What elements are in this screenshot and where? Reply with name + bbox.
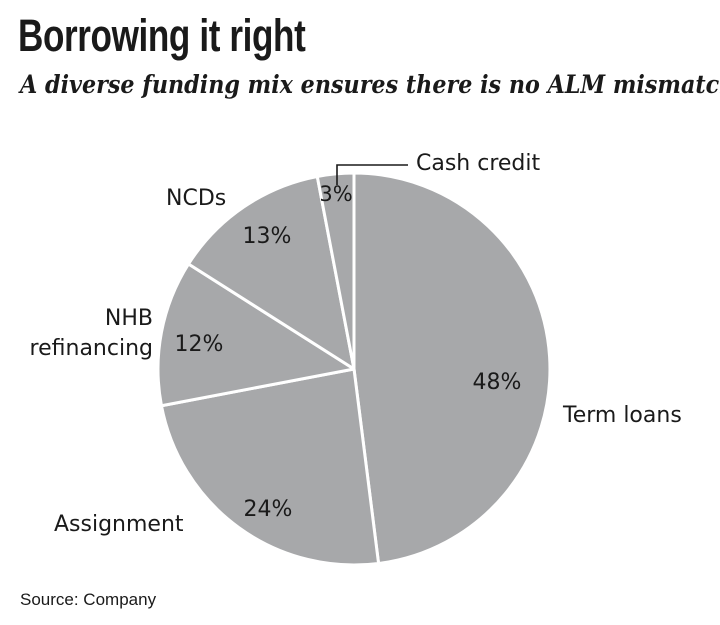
pie-slice-assignment — [159, 367, 381, 567]
assignment-label: Assignment — [54, 512, 184, 537]
ncds-label: NCDs — [166, 186, 226, 211]
cash-credit-leader-line — [336, 164, 408, 185]
pie-slice-ncds — [187, 174, 356, 371]
nhb-refinancing-label-line2: refinancing — [30, 336, 153, 361]
term-loans-value-label: 48% — [473, 370, 522, 395]
cash-credit-label: Cash credit — [416, 151, 541, 176]
cash-credit-value-label: 3% — [319, 182, 352, 206]
source-note: Source: Company — [20, 590, 157, 609]
assignment-value-label: 24% — [244, 497, 293, 522]
nhb-refinancing-value-label: 12% — [175, 332, 224, 357]
term-loans-label: Term loans — [562, 403, 682, 428]
pie-slice-term-loans — [352, 171, 552, 565]
nhb-refinancing-label-line1: NHB — [105, 306, 153, 331]
chart-title: Borrowing it right — [18, 10, 306, 61]
chart-subtitle: A diverse funding mix ensures there is n… — [20, 70, 720, 99]
pie-slice-nhb-refinancing — [156, 262, 356, 408]
pie-slice-cash-credit — [315, 171, 356, 371]
ncds-value-label: 13% — [243, 224, 292, 249]
